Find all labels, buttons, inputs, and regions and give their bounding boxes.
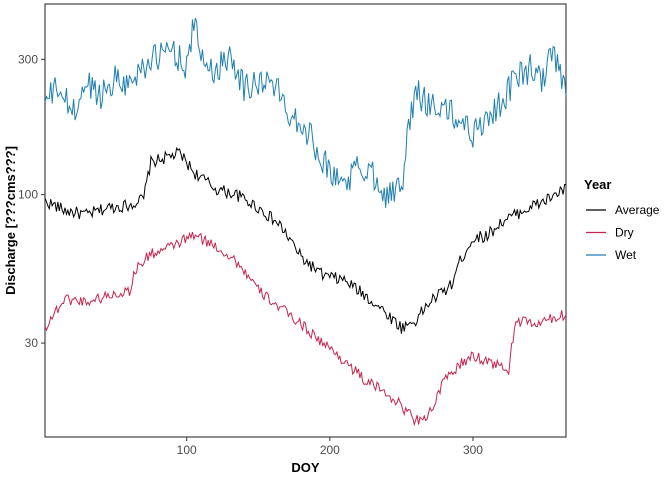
legend: Year Average Dry Wet — [584, 177, 660, 262]
legend-title: Year — [584, 177, 611, 192]
x-axis: 100 200 300 — [177, 437, 483, 457]
plot-panel — [44, 3, 567, 438]
x-tick-label: 100 — [177, 443, 197, 457]
series-line-dry — [44, 231, 567, 427]
x-tick-label: 300 — [463, 443, 483, 457]
y-tick-label: 30 — [25, 336, 39, 350]
y-tick-label: 300 — [18, 52, 38, 66]
legend-items: Average Dry Wet — [586, 203, 660, 262]
y-axis-title: Discharge [???cms???] — [3, 146, 18, 295]
legend-label-dry: Dry — [615, 226, 634, 240]
series-layer — [44, 18, 567, 427]
series-line-average — [44, 146, 567, 334]
x-tick-label: 200 — [320, 443, 340, 457]
y-axis: 30 100 300 — [18, 52, 45, 350]
legend-label-average: Average — [615, 203, 660, 217]
legend-label-wet: Wet — [615, 248, 637, 262]
y-tick-label: 100 — [18, 188, 38, 202]
series-line-wet — [44, 18, 567, 208]
x-axis-title: DOY — [291, 460, 320, 475]
